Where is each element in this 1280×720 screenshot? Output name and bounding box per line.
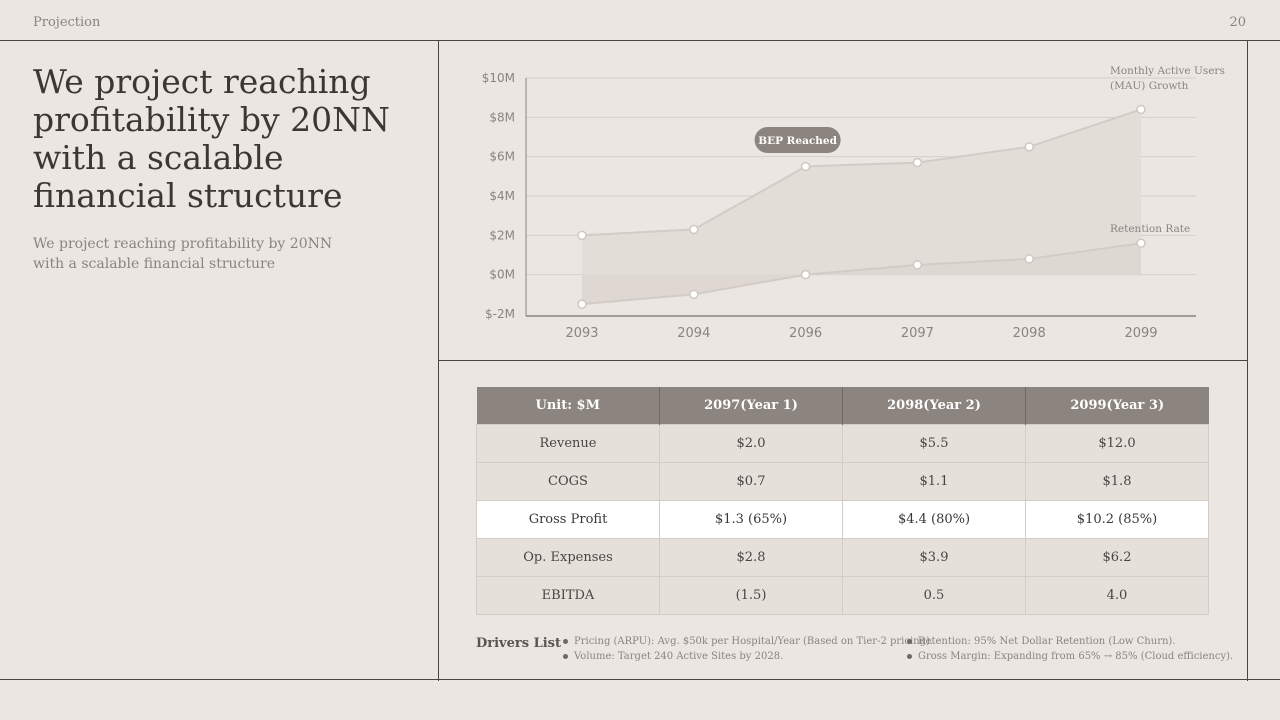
projection-chart: $10M $8M $6M $4M $2M $0M $-2M 2093 2094 2096 2097 2… <box>482 65 1225 341</box>
financial-table: Unit: $M 2097(Year 1) 2098(Year 2) 2099(… <box>476 387 1209 615</box>
series-line <box>581 108 1142 237</box>
table-cell: $2.8 <box>659 538 843 577</box>
drivers-list-right: Retention: 95% Net Dollar Retention (Low… <box>907 634 1233 664</box>
driver-item: Gross Margin: Expanding from 65% → 85% (… <box>907 649 1233 664</box>
top-divider <box>0 40 1280 41</box>
row-label: Revenue <box>476 424 660 463</box>
table-row: Op. Expenses $2.8 $3.9 $6.2 <box>476 538 1209 577</box>
left-panel-border <box>438 40 439 681</box>
bep-badge <box>754 127 841 153</box>
data-point <box>1024 254 1034 264</box>
row-label: COGS <box>476 462 660 501</box>
right-panel-border <box>1247 40 1248 681</box>
y-tick-label: $4M <box>489 189 515 203</box>
table-row: Revenue $2.0 $5.5 $12.0 <box>476 424 1209 463</box>
x-tick-label: 2097 <box>901 326 934 341</box>
table-cell: $10.2 (85%) <box>1025 500 1209 539</box>
table-row: COGS $0.7 $1.1 $1.8 <box>476 462 1209 501</box>
table-cell: $4.4 (80%) <box>842 500 1026 539</box>
data-point <box>800 269 811 280</box>
data-point <box>577 299 587 309</box>
data-point <box>912 260 923 270</box>
table-row-highlighted: Gross Profit $1.3 (65%) $4.4 (80%) $10.2… <box>476 500 1209 539</box>
page-number: 20 <box>1229 15 1246 30</box>
series-label: Retention Rate <box>1110 223 1190 235</box>
data-point <box>689 289 699 300</box>
table-header-row: Unit: $M 2097(Year 1) 2098(Year 2) 2099(… <box>476 387 1209 425</box>
table-header-cell: 2097(Year 1) <box>659 387 843 425</box>
table-cell: $2.0 <box>659 424 843 463</box>
table-header-cell: 2098(Year 2) <box>842 387 1026 425</box>
y-tick-label: $10M <box>482 71 515 85</box>
table-cell: $6.2 <box>1025 538 1209 577</box>
page-subtitle: We project reaching profitability by 20N… <box>33 236 333 272</box>
table-header-cell: Unit: $M <box>476 387 660 425</box>
table-cell: $1.1 <box>842 462 1026 501</box>
driver-item: Volume: Target 240 Active Sites by 2028. <box>563 649 933 664</box>
data-point <box>800 161 811 172</box>
bottom-divider <box>0 679 1280 680</box>
table-cell: $0.7 <box>659 462 843 501</box>
drivers-list-left: Pricing (ARPU): Avg. $50k per Hospital/Y… <box>563 634 933 664</box>
row-label: EBITDA <box>476 576 660 615</box>
data-point <box>1136 238 1146 248</box>
table-cell: 0.5 <box>842 576 1026 615</box>
drivers-label: Drivers List <box>476 636 561 651</box>
data-point <box>1024 142 1034 152</box>
y-tick-label: $0M <box>489 268 515 282</box>
table-cell: $5.5 <box>842 424 1026 463</box>
table-cell: $1.8 <box>1025 462 1209 501</box>
driver-item: Pricing (ARPU): Avg. $50k per Hospital/Y… <box>563 634 933 649</box>
page-title: We project reaching profitability by 20N… <box>33 62 390 215</box>
x-tick-label: 2096 <box>789 326 822 341</box>
driver-item: Retention: 95% Net Dollar Retention (Low… <box>907 634 1233 649</box>
x-tick-label: 2098 <box>1013 326 1046 341</box>
table-cell: $3.9 <box>842 538 1026 577</box>
data-point <box>1136 104 1146 115</box>
table-cell: 4.0 <box>1025 576 1209 615</box>
row-label: Op. Expenses <box>476 538 660 577</box>
y-tick-label: $-2M <box>485 307 515 321</box>
series-area <box>582 109 1141 305</box>
bep-badge-label: BEP Reached <box>758 135 837 147</box>
table-header-cell: 2099(Year 3) <box>1025 387 1209 425</box>
y-tick-label: $8M <box>489 110 515 124</box>
y-tick-label: $6M <box>489 150 515 164</box>
row-label: Gross Profit <box>476 500 660 539</box>
x-tick-label: 2094 <box>677 326 710 341</box>
x-tick-label: 2099 <box>1124 326 1157 341</box>
table-cell: $1.3 (65%) <box>659 500 843 539</box>
y-tick-label: $2M <box>489 228 515 242</box>
data-point <box>912 157 923 168</box>
section-label: Projection <box>33 15 101 30</box>
series-label: Monthly Active Users (MAU) Growth <box>1110 65 1225 92</box>
series-line <box>581 242 1142 306</box>
data-point <box>577 230 587 241</box>
x-tick-label: 2093 <box>565 326 598 341</box>
table-row: EBITDA (1.5) 0.5 4.0 <box>476 576 1209 615</box>
table-cell: $12.0 <box>1025 424 1209 463</box>
data-point <box>689 224 699 235</box>
table-cell: (1.5) <box>659 576 843 615</box>
panel-divider <box>438 360 1248 361</box>
